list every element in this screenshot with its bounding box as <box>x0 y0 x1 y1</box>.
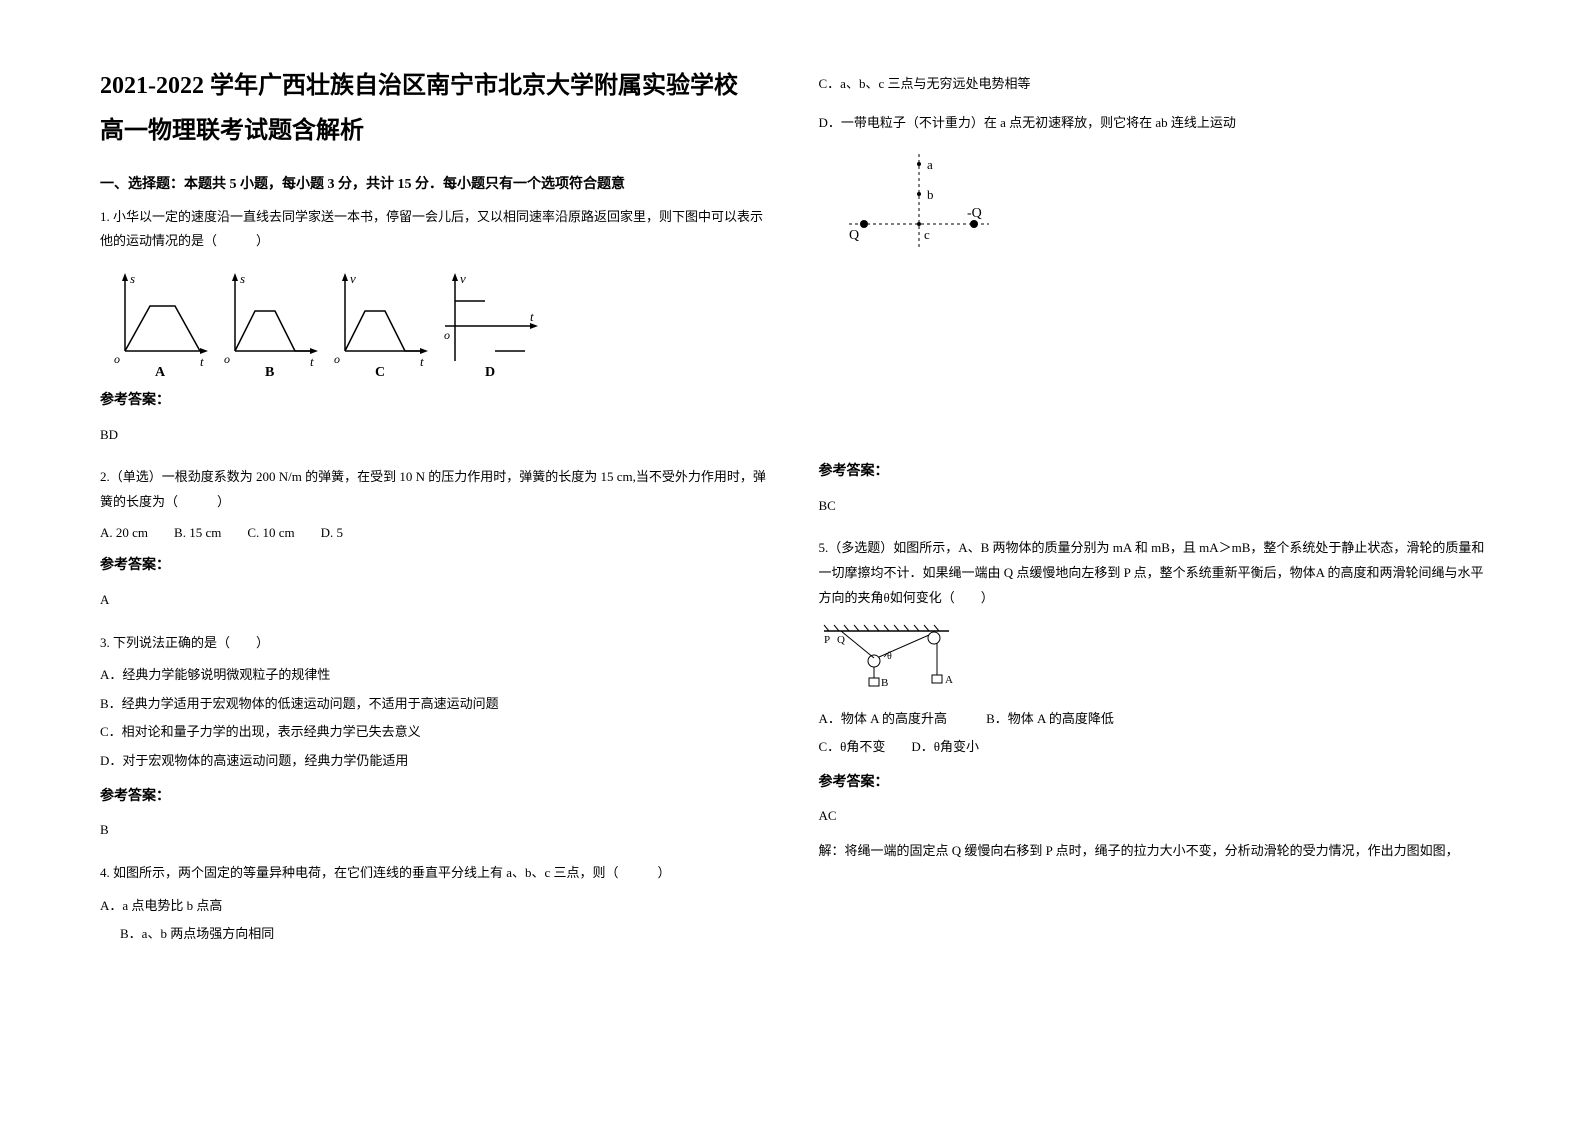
point-q-label: Q <box>837 634 845 646</box>
point-a-label: a <box>927 157 933 172</box>
axis-v-label: v <box>460 271 466 286</box>
graph-a-label: A <box>155 365 166 376</box>
q1-answer-label: 参考答案： <box>100 388 769 415</box>
q2-answer-label: 参考答案： <box>100 553 769 580</box>
q3-optD: D．对于宏观物体的高速运动问题，经典力学仍能适用 <box>100 747 769 776</box>
axis-v-label: v <box>350 271 356 286</box>
q5-answer: AC <box>819 804 1488 829</box>
q5-answer-label: 参考答案： <box>819 770 1488 797</box>
q5-optB: B．物体 A 的高度降低 <box>986 711 1114 726</box>
question-1: 1. 小华以一定的速度沿一直线去同学家送一本书，停留一会儿后，又以相同速率沿原路… <box>100 205 769 458</box>
q2-answer: A <box>100 588 769 613</box>
axis-t-label: t <box>200 354 204 369</box>
q5-opts-cd: C．θ角不变 D．θ角变小 <box>819 733 1488 762</box>
charge-q-neg: -Q <box>967 206 982 221</box>
q5-optC: C．θ角不变 <box>819 739 886 754</box>
question-3: 3. 下列说法正确的是（ ） A．经典力学能够说明微观粒子的规律性 B．经典力学… <box>100 631 769 853</box>
block-a-label: A <box>945 674 953 686</box>
graph-d-label: D <box>485 365 495 376</box>
q4-optD: D．一带电粒子（不计重力）在 a 点无初速释放，则它将在 ab 连线上运动 <box>819 109 1488 138</box>
origin-label: o <box>444 328 450 342</box>
q4-optA: A．a 点电势比 b 点高 <box>100 892 769 921</box>
axis-s-label: s <box>240 271 245 286</box>
q4-answer-label: 参考答案： <box>819 459 1488 486</box>
q1-figure: s t o A s t o B <box>100 266 769 376</box>
q3-optC: C．相对论和量子力学的出现，表示经典力学已失去意义 <box>100 718 769 747</box>
question-2: 2.（单选）一根劲度系数为 200 N/m 的弹簧，在受到 10 N 的压力作用… <box>100 465 769 622</box>
q4-optC: C．a、b、c 三点与无穷远处电势相等 <box>819 70 1488 99</box>
q4-figure: a b c Q -Q <box>819 149 1488 259</box>
right-column: C．a、b、c 三点与无穷远处电势相等 D．一带电粒子（不计重力）在 a 点无初… <box>819 70 1488 1052</box>
axis-s-label: s <box>130 271 135 286</box>
theta-label: θ <box>887 651 892 662</box>
q2-text: 2.（单选）一根劲度系数为 200 N/m 的弹簧，在受到 10 N 的压力作用… <box>100 465 769 514</box>
q5-optD: D．θ角变小 <box>911 739 979 754</box>
q5-opts-ab: A．物体 A 的高度升高 B．物体 A 的高度降低 <box>819 705 1488 734</box>
section-header: 一、选择题：本题共 5 小题，每小题 3 分，共计 15 分．每小题只有一个选项… <box>100 173 769 193</box>
charge-q-pos: Q <box>849 228 859 243</box>
question-4-part2: C．a、b、c 三点与无穷远处电势相等 D．一带电粒子（不计重力）在 a 点无初… <box>819 70 1488 528</box>
q5-figure: P Q θ B A <box>819 623 1488 693</box>
q4-answer: BC <box>819 494 1488 519</box>
left-column: 2021-2022 学年广西壮族自治区南宁市北京大学附属实验学校 高一物理联考试… <box>100 70 769 1052</box>
origin-label: o <box>224 352 230 366</box>
spacer <box>819 271 1488 451</box>
point-c-label: c <box>924 227 930 242</box>
q3-answer: B <box>100 818 769 843</box>
graph-b-label: B <box>265 365 274 376</box>
page-subtitle: 高一物理联考试题含解析 <box>100 110 769 145</box>
q1-text: 1. 小华以一定的速度沿一直线去同学家送一本书，停留一会儿后，又以相同速率沿原路… <box>100 205 769 254</box>
page-title: 2021-2022 学年广西壮族自治区南宁市北京大学附属实验学校 <box>100 70 769 104</box>
question-4-part1: 4. 如图所示，两个固定的等量异种电荷，在它们连线的垂直平分线上有 a、b、c … <box>100 861 769 949</box>
q5-explanation: 解：将绳一端的固定点 Q 缓慢向右移到 P 点时，绳子的拉力大小不变，分析动滑轮… <box>819 839 1488 864</box>
q2-options: A. 20 cm B. 15 cm C. 10 cm D. 5 <box>100 521 769 546</box>
axis-t-label: t <box>420 354 424 369</box>
q4-text: 4. 如图所示，两个固定的等量异种电荷，在它们连线的垂直平分线上有 a、b、c … <box>100 861 769 886</box>
q3-optA: A．经典力学能够说明微观粒子的规律性 <box>100 661 769 690</box>
q4-optB: B．a、b 两点场强方向相同 <box>120 920 769 949</box>
point-p-label: P <box>824 634 830 646</box>
q5-text: 5.（多选题）如图所示，A、B 两物体的质量分别为 mA 和 mB，且 mA＞m… <box>819 536 1488 610</box>
origin-label: o <box>334 352 340 366</box>
q5-optA: A．物体 A 的高度升高 <box>819 711 948 726</box>
axis-t-label: t <box>530 309 534 324</box>
question-5: 5.（多选题）如图所示，A、B 两物体的质量分别为 mA 和 mB，且 mA＞m… <box>819 536 1488 869</box>
point-b-label: b <box>927 187 934 202</box>
graph-c-label: C <box>375 365 385 376</box>
q1-answer: BD <box>100 423 769 448</box>
axis-t-label: t <box>310 354 314 369</box>
block-b-label: B <box>881 677 888 689</box>
q3-text: 3. 下列说法正确的是（ ） <box>100 631 769 656</box>
q3-answer-label: 参考答案： <box>100 784 769 811</box>
q3-optB: B．经典力学适用于宏观物体的低速运动问题，不适用于高速运动问题 <box>100 690 769 719</box>
origin-label: o <box>114 352 120 366</box>
